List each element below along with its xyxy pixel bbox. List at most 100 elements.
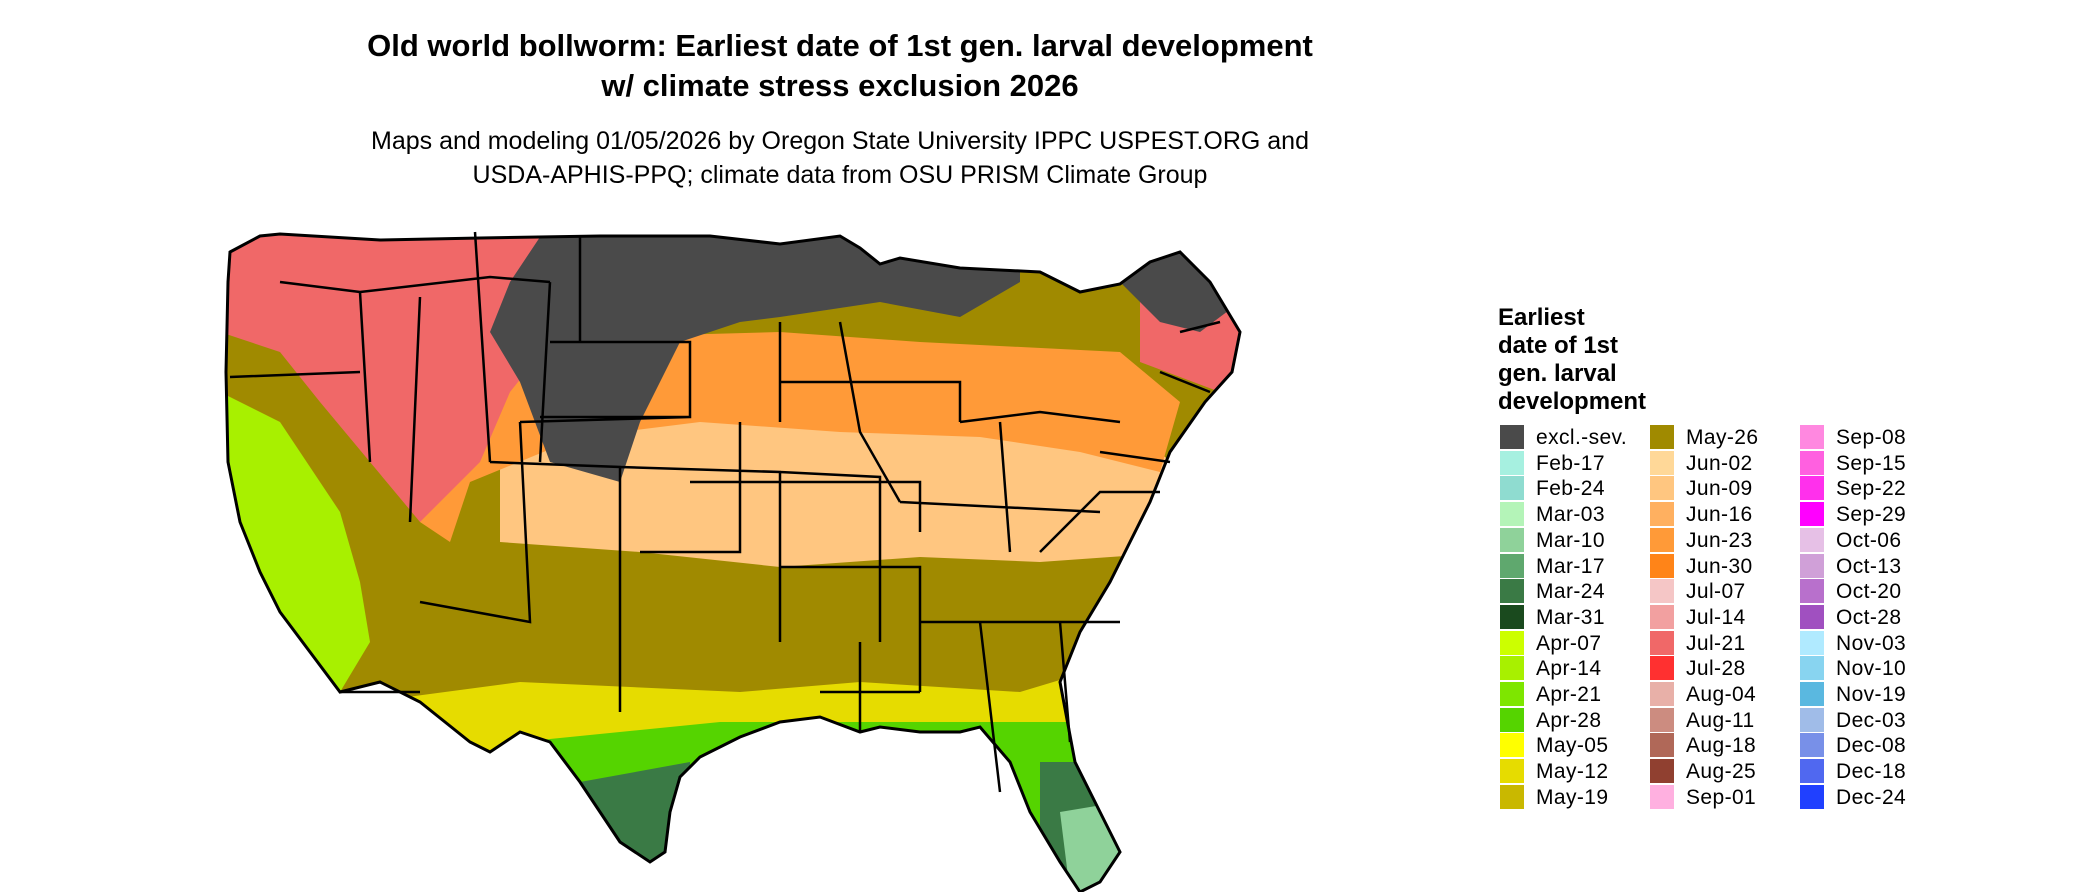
legend-item: Sep-22 — [1800, 476, 1970, 501]
legend-title-line-1: Earliest — [1498, 304, 1585, 331]
legend-item: Jul-07 — [1650, 579, 1820, 604]
legend-swatch — [1650, 502, 1674, 527]
zone-southern-plains-tennessee — [500, 412, 1180, 567]
legend-swatch — [1500, 579, 1524, 604]
legend-label: Feb-17 — [1536, 451, 1605, 475]
legend-swatch — [1800, 682, 1824, 706]
legend-swatch — [1650, 682, 1674, 706]
legend-label: Aug-11 — [1686, 708, 1755, 732]
legend-item: Nov-03 — [1800, 630, 1970, 656]
legend-title-line-2: date of 1st — [1498, 332, 1619, 359]
legend-swatch — [1650, 553, 1674, 578]
legend-item: Oct-20 — [1800, 579, 1970, 604]
legend-label: Dec-18 — [1836, 760, 1907, 784]
legend-item: Oct-13 — [1800, 553, 1970, 579]
legend-swatch — [1800, 630, 1824, 655]
legend-label: Nov-03 — [1836, 631, 1907, 655]
legend-swatch — [1650, 476, 1674, 501]
zone-northern-plains-upper-midwest — [490, 234, 1240, 482]
legend-label: Oct-28 — [1836, 605, 1902, 629]
legend-label: Apr-21 — [1536, 683, 1602, 706]
legend-title-line-3: gen. larval — [1498, 360, 1617, 387]
legend-label: Jul-07 — [1686, 580, 1746, 604]
legend-item: Jun-30 — [1650, 553, 1820, 579]
legend-label: Apr-28 — [1536, 708, 1602, 732]
legend-label: Mar-03 — [1536, 503, 1605, 527]
legend-item: Jul-14 — [1650, 604, 1820, 630]
legend-swatch — [1800, 604, 1824, 629]
legend-label: Aug-25 — [1686, 760, 1757, 784]
legend-label: May-19 — [1536, 785, 1609, 809]
legend-swatch — [1800, 579, 1824, 604]
legend-item: Aug-25 — [1650, 759, 1820, 784]
legend-swatch — [1500, 630, 1524, 655]
legend-label: Sep-29 — [1836, 503, 1907, 527]
legend-item: Feb-24 — [1500, 476, 1670, 501]
legend-label: Sep-22 — [1836, 477, 1907, 501]
title-line-2: w/ climate stress exclusion 2026 — [601, 68, 1079, 103]
legend-label: excl.-sev. — [1536, 426, 1628, 449]
legend-swatch — [1650, 425, 1674, 449]
legend-label: Mar-10 — [1536, 528, 1605, 552]
legend-item: Dec-24 — [1800, 784, 1970, 810]
map-title: Old world bollworm: Earliest date of 1st… — [0, 26, 1680, 106]
legend-swatch — [1650, 604, 1674, 629]
legend-swatch — [1500, 682, 1524, 706]
legend-swatch — [1500, 707, 1524, 732]
legend-label: Aug-18 — [1686, 734, 1757, 758]
legend-item: Jun-23 — [1650, 527, 1820, 553]
legend-item: Jun-09 — [1650, 476, 1820, 501]
legend-item: Apr-14 — [1500, 656, 1670, 681]
legend-label: Jun-16 — [1686, 503, 1753, 527]
legend-item: Mar-24 — [1500, 579, 1670, 604]
legend-item: Oct-06 — [1800, 527, 1970, 553]
us-map — [224, 231, 1242, 892]
legend-swatch — [1650, 707, 1674, 732]
legend-item: Mar-17 — [1500, 553, 1670, 579]
legend-item: Aug-18 — [1650, 733, 1820, 758]
legend-item: Jul-21 — [1650, 630, 1820, 656]
legend-item: Mar-31 — [1500, 604, 1670, 630]
legend-label: May-26 — [1686, 426, 1759, 449]
legend-swatch — [1800, 527, 1824, 552]
legend-item: Dec-03 — [1800, 707, 1970, 733]
legend-item: Dec-08 — [1800, 733, 1970, 758]
legend-item: Mar-03 — [1500, 502, 1670, 527]
legend-swatch — [1650, 450, 1674, 475]
legend-item: Sep-29 — [1800, 502, 1970, 527]
legend-swatch — [1800, 784, 1824, 809]
map-subtitle: Maps and modeling 01/05/2026 by Oregon S… — [0, 124, 1680, 192]
legend-label: Mar-17 — [1536, 554, 1605, 578]
legend-swatch — [1800, 707, 1824, 732]
legend-swatch — [1500, 450, 1524, 475]
state-borders — [229, 231, 1221, 793]
legend-label: May-12 — [1536, 760, 1609, 784]
legend-item: Nov-19 — [1800, 682, 1970, 707]
legend-label: Mar-24 — [1536, 580, 1605, 604]
legend-swatch — [1800, 502, 1824, 527]
legend-title: Earliest date of 1st gen. larval develop… — [1498, 304, 1698, 416]
legend-swatch — [1500, 656, 1524, 681]
legend-item: Apr-21 — [1500, 682, 1670, 707]
legend-label: Oct-13 — [1836, 554, 1902, 578]
legend-label: Feb-24 — [1536, 477, 1605, 501]
legend-label: Oct-20 — [1836, 580, 1902, 604]
legend-item: Oct-28 — [1800, 604, 1970, 630]
legend-label: Nov-10 — [1836, 657, 1907, 681]
legend-item: Nov-10 — [1800, 656, 1970, 681]
legend-swatch — [1650, 784, 1674, 809]
legend-swatch — [1500, 759, 1524, 784]
legend-item: Aug-11 — [1650, 707, 1820, 733]
legend-label: Aug-04 — [1686, 683, 1757, 706]
legend-swatch — [1500, 604, 1524, 629]
legend-label: Jun-23 — [1686, 528, 1753, 552]
legend-item: Jun-16 — [1650, 502, 1820, 527]
legend-item: Apr-28 — [1500, 707, 1670, 733]
legend-swatch — [1800, 450, 1824, 475]
legend-swatch — [1500, 476, 1524, 501]
legend-item: Sep-08 — [1800, 425, 1970, 450]
legend-swatch — [1800, 425, 1824, 449]
legend-swatch — [1800, 656, 1824, 681]
legend-swatch — [1800, 553, 1824, 578]
subtitle-line-2: USDA-APHIS-PPQ; climate data from OSU PR… — [472, 161, 1208, 189]
